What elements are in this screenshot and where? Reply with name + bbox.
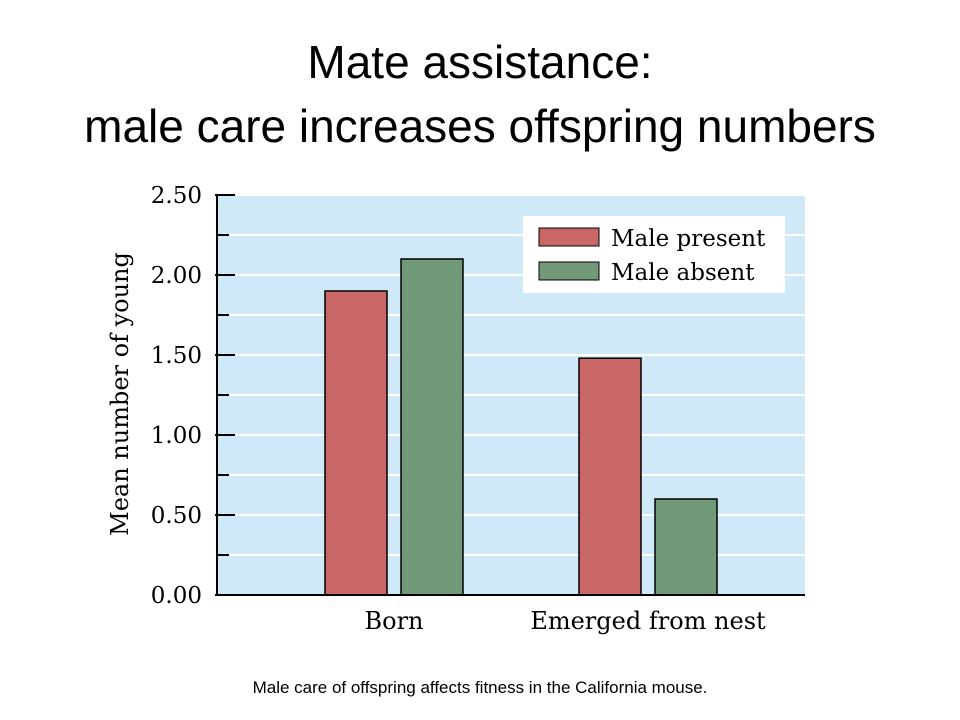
legend-swatch-male-present [538, 227, 600, 247]
gridlines [217, 194, 805, 556]
legend-label-male-absent: Male absent [611, 260, 755, 286]
y-axis-label: Mean number of young [106, 252, 134, 536]
legend-swatch-male-absent [538, 261, 600, 281]
bar-male-absent-1 [654, 498, 718, 596]
bar-male-present-0 [324, 290, 388, 596]
y-tick-label: 2.00 [151, 263, 202, 289]
legend-label-male-present: Male present [611, 226, 766, 252]
figure-caption: Male care of offspring affects fitness i… [252, 678, 708, 697]
legend: Male present Male absent [523, 216, 785, 293]
bars [324, 258, 718, 596]
slide-title-line-1: Mate assistance: [307, 36, 653, 88]
x-tick-labels: Born Emerged from nest [364, 607, 766, 635]
slide-title-line-2: male care increases offspring numbers [84, 100, 876, 152]
y-tick-label: 1.00 [151, 423, 202, 449]
y-tick-label: 0.50 [151, 503, 202, 529]
y-tick-label: 2.50 [151, 183, 202, 209]
x-tick-label: Emerged from nest [530, 607, 766, 635]
x-tick-label: Born [364, 607, 423, 635]
y-ticks: 0.00 0.50 1.00 1.50 2.00 2.50 [151, 183, 235, 609]
y-tick-label: 1.50 [151, 343, 202, 369]
bar-male-present-1 [578, 357, 642, 596]
y-tick-label: 0.00 [151, 583, 202, 609]
bar-male-absent-0 [400, 258, 464, 596]
